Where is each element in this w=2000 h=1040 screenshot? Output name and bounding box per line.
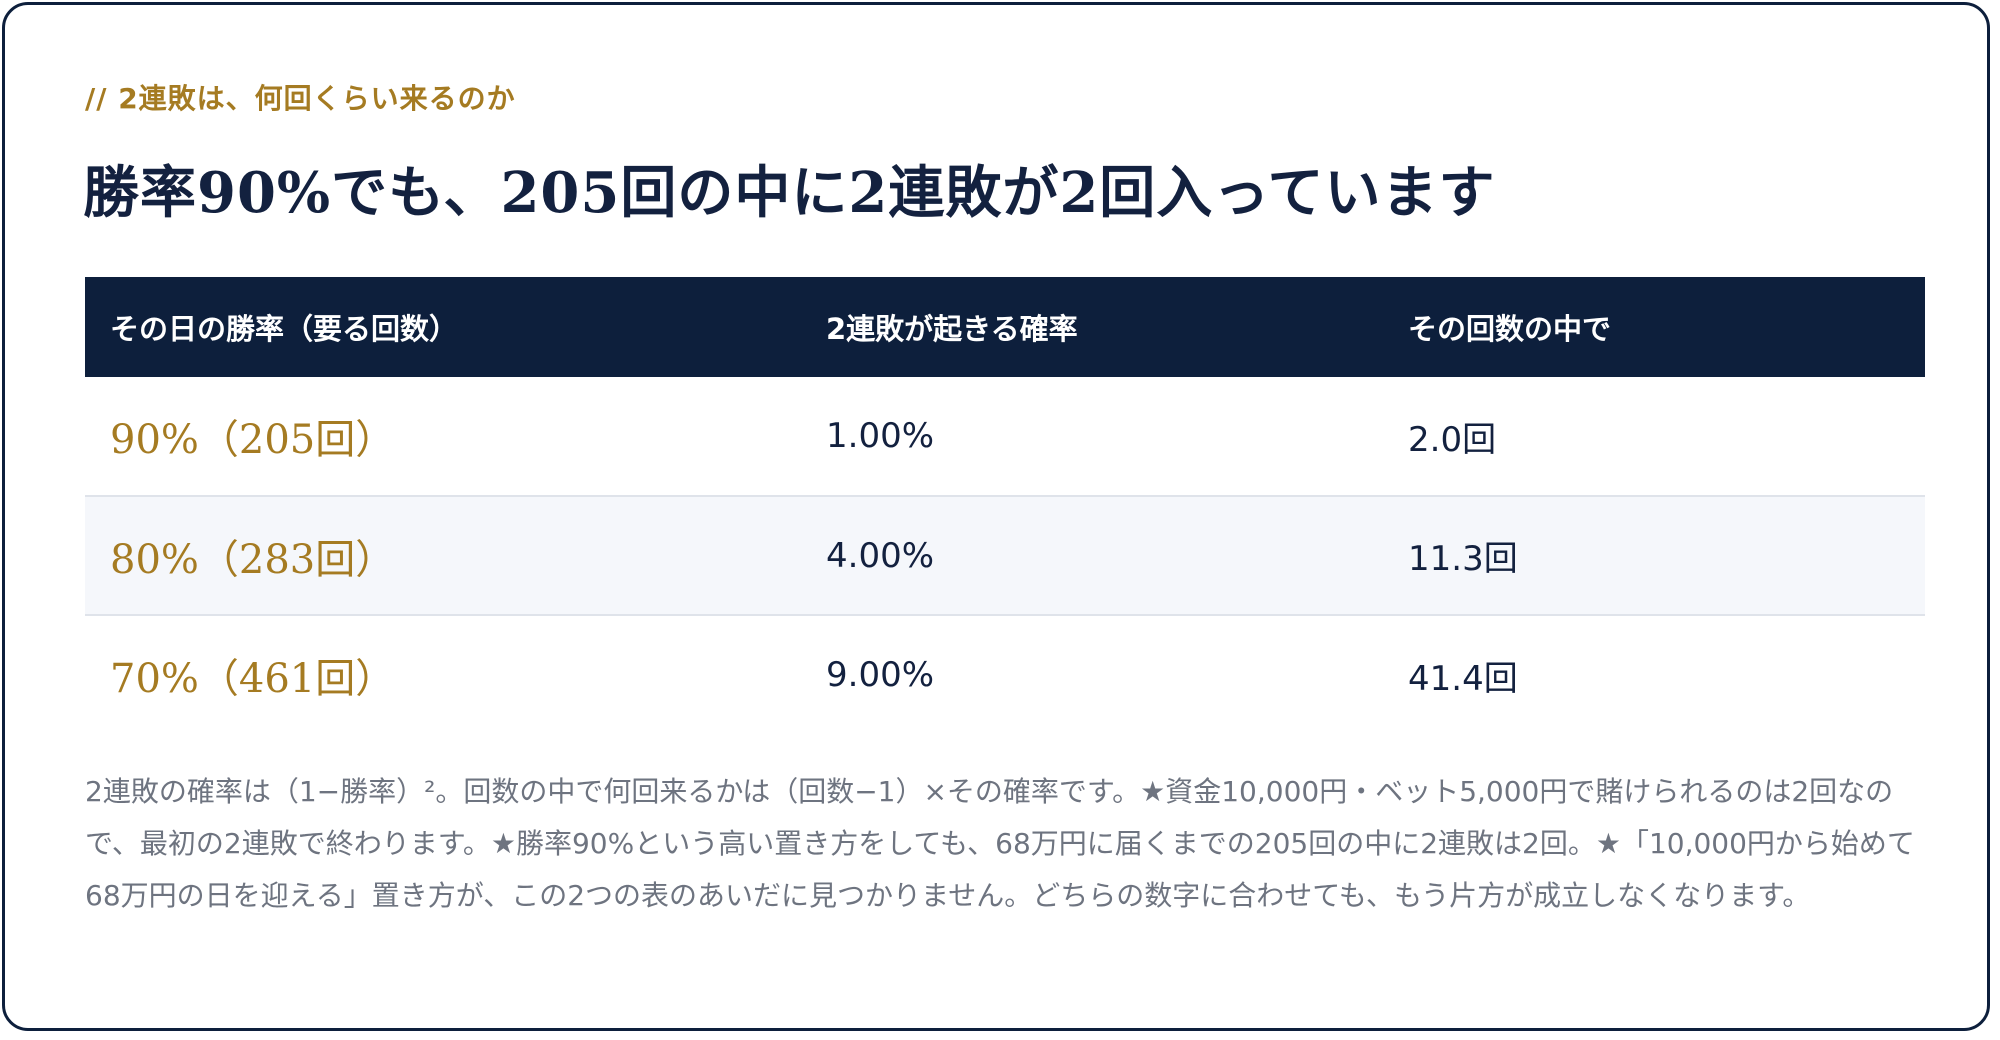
table-header-row: その日の勝率（要る回数） 2連敗が起きる確率 その回数の中で: [85, 277, 1925, 377]
streak-table: その日の勝率（要る回数） 2連敗が起きる確率 その回数の中で 90%（205回）…: [85, 277, 1925, 734]
probability-cell: 4.00%: [826, 535, 935, 576]
count-cell: 41.4回: [1408, 658, 1518, 699]
table-row: 90%（205回） 1.00% 2.0回: [85, 377, 1925, 496]
column-header-win-rate: その日の勝率（要る回数）: [110, 312, 459, 346]
win-rate-cell: 90%（205回）: [85, 377, 826, 496]
footnote-paragraph: 2連敗の確率は（1−勝率）²。回数の中で何回来るかは（回数−1）×その確率です。…: [85, 775, 1915, 912]
count-cell: 11.3回: [1408, 539, 1518, 579]
win-rate-value: 80%（283回）: [110, 536, 396, 583]
win-rate-cell: 70%（461回）: [85, 615, 826, 734]
count-cell: 2.0回: [1408, 419, 1497, 460]
win-rate-value: 90%（205回）: [110, 417, 396, 463]
column-header-probability: 2連敗が起きる確率: [826, 312, 1078, 346]
table-row: 70%（461回） 9.00% 41.4回: [85, 615, 1925, 734]
win-rate-value: 70%（461回）: [110, 656, 396, 702]
page-title: 勝率90%でも、205回の中に2連敗が2回入っています: [83, 160, 1496, 226]
section-eyebrow: // 2連敗は、何回くらい来るのか: [85, 82, 516, 115]
probability-cell: 9.00%: [826, 655, 935, 695]
win-rate-cell: 80%（283回）: [85, 496, 826, 615]
table-row: 80%（283回） 4.00% 11.3回: [85, 496, 1925, 615]
column-header-count: その回数の中で: [1408, 312, 1612, 346]
probability-cell: 1.00%: [826, 416, 935, 456]
